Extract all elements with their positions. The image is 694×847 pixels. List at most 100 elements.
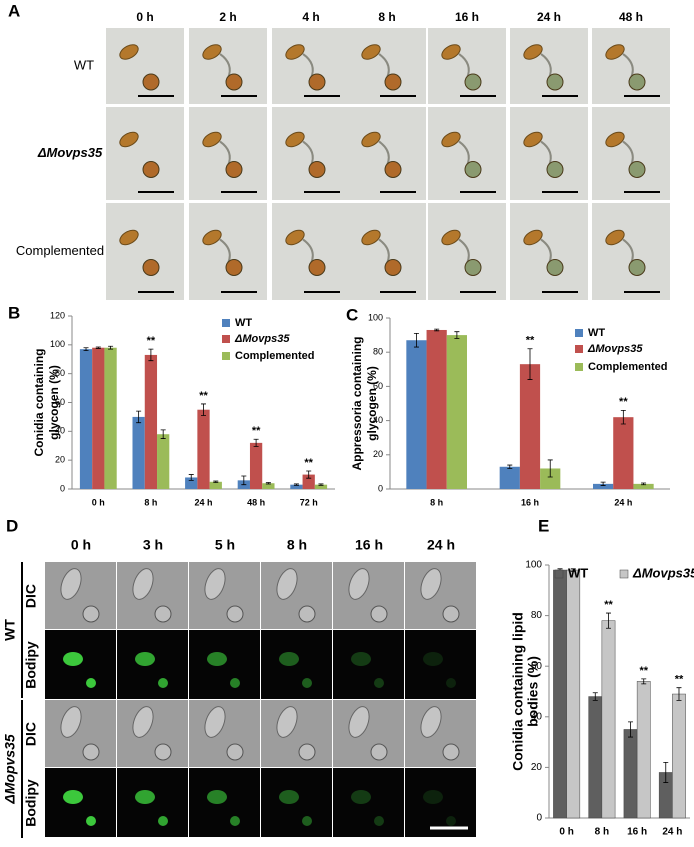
y-tick-label: 120 [50,310,65,320]
error-bar [527,348,533,380]
conidium [119,229,139,246]
appressorium [464,259,482,276]
micrograph [405,562,476,629]
error-bar [318,483,324,486]
error-bar [570,568,576,572]
y-tick-label: 0 [378,483,383,493]
error-bar [265,482,271,485]
bar [519,364,541,489]
micrograph [405,768,476,837]
micrograph [405,630,476,699]
strain-label: WT [2,619,18,641]
lipid-signal [302,816,312,826]
channel-label: Bodipy [23,641,39,689]
appressorium [384,161,402,178]
appressorium [442,743,460,761]
bar [593,483,614,489]
conidium [132,706,154,738]
legend-swatch [619,569,629,579]
micrograph [189,630,260,699]
legend-label: WT [568,565,588,580]
error-bar [95,346,101,349]
x-tick-label: 8 h [595,827,609,838]
column-header: 0 h [136,10,153,24]
significance-mark: ** [604,599,613,611]
bar [613,417,634,489]
row-label: ΔMovps35 [37,145,103,160]
appressorium [226,605,244,623]
bar [553,569,567,819]
conidium [276,706,298,738]
micrograph [333,700,404,767]
x-tick-label: 24 h [614,497,632,507]
micrograph [348,107,426,200]
lipid-signal [207,790,227,804]
error-bar [136,410,142,424]
bar [302,474,315,489]
legend-label: ΔMovps35 [234,333,290,345]
y-tick-label: 80 [55,368,65,378]
error-bar [605,612,611,629]
panel-label: B [8,303,20,322]
micrograph [428,28,506,104]
micrograph [261,630,332,699]
error-bar [201,403,206,416]
significance-mark: ** [639,665,648,677]
error-bar [600,481,606,486]
significance-mark: ** [619,396,628,408]
conidium [60,706,82,738]
bar [157,434,170,489]
bar [406,340,427,489]
appressorium [308,161,326,178]
conidium [204,706,226,738]
micrograph [348,203,426,300]
conidium [348,568,370,600]
conidium [420,706,442,738]
significance-mark: ** [252,425,261,437]
conidium [348,706,370,738]
micrograph [333,630,404,699]
column-header: 16 h [355,537,383,553]
error-bar [434,328,440,332]
legend-swatch [575,329,583,337]
bar [144,354,158,489]
legend-swatch [554,569,564,579]
column-header: 24 h [537,10,561,24]
error-bar [188,474,194,481]
error-bar [454,331,460,339]
column-header: 16 h [455,10,479,24]
appressorium [628,161,646,178]
lipid-signal [86,816,96,826]
micrograph [272,107,350,200]
appressorium [225,73,243,91]
appressorium [370,605,388,623]
y-tick-label: 40 [373,415,383,425]
lipid-signal [158,678,168,688]
lipid-signal [446,678,456,688]
micrograph [272,28,350,104]
error-bar [293,483,299,486]
appressorium [464,161,482,178]
appressorium [546,73,564,91]
error-bar [160,429,166,439]
y-tick-label: 20 [531,762,543,773]
conidium [204,568,226,600]
micrograph [106,28,184,104]
micrograph [333,562,404,629]
error-bar [663,761,669,783]
x-tick-label: 72 h [300,497,318,507]
panel-label: E [538,516,549,535]
micrograph [261,768,332,837]
conidium [605,131,625,148]
micrograph [428,107,506,200]
lipid-signal [63,652,83,666]
error-bar [241,475,247,486]
appressorium [628,73,646,91]
conidium [285,131,305,148]
error-bar [306,470,312,479]
bar [672,693,686,819]
micrograph [189,562,260,629]
appressorium [546,259,564,276]
conidium [119,44,139,60]
x-tick-label: 24 h [194,497,212,507]
